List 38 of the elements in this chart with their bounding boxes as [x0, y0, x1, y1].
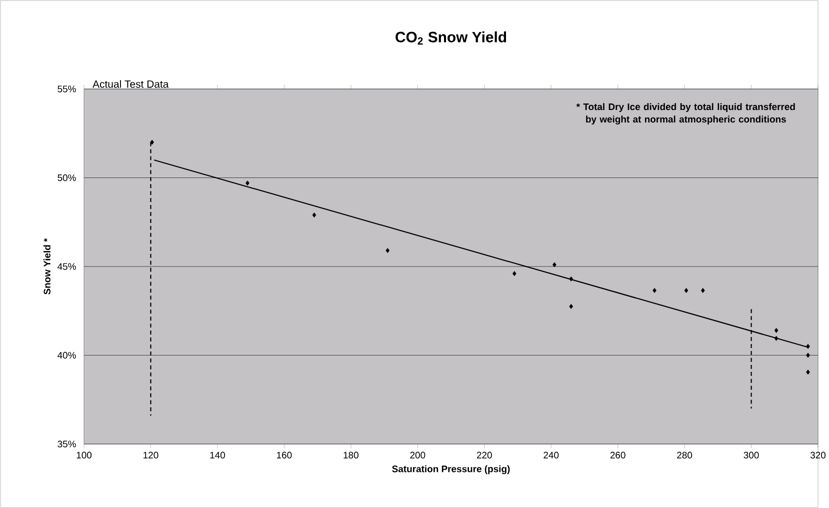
point — [246, 180, 250, 186]
x-tick-label: 160 — [277, 452, 292, 458]
point — [806, 344, 810, 349]
x-tick-label: 260 — [610, 452, 626, 458]
x-axis-title: Saturation Pressure (psig) — [392, 465, 510, 474]
point — [312, 212, 316, 218]
annotation: * Total Dry Ice divided by total liquid transferred by weight at normal atmospheric conditions — [576, 103, 795, 124]
x-tick-label: 280 — [677, 452, 692, 458]
point — [684, 288, 688, 293]
x-tick-label: 120 — [144, 452, 158, 458]
point — [652, 288, 656, 293]
x-tick-label: 200 — [410, 452, 426, 458]
point — [386, 248, 390, 254]
point — [512, 271, 516, 276]
point — [569, 276, 574, 282]
y-tick-label: 55% — [58, 86, 76, 92]
x-tick-label: 180 — [344, 452, 358, 458]
x-tick-label: 220 — [476, 452, 492, 458]
x-tick-label: 240 — [544, 452, 559, 458]
point — [552, 262, 556, 268]
x-tick-label: 100 — [76, 452, 92, 458]
x-tick-label: 300 — [744, 452, 759, 458]
point — [774, 336, 778, 341]
y-tick-label: 35% — [58, 440, 76, 448]
chart-title: CO$_{2}$ Snow Yield — [396, 31, 506, 45]
point — [806, 352, 810, 358]
point — [700, 288, 705, 293]
x-tick-label: 140 — [210, 452, 225, 458]
y-tick-label: 40% — [58, 352, 76, 359]
point — [806, 370, 810, 375]
point — [774, 328, 778, 333]
point — [569, 304, 574, 309]
y-tick-label: 50% — [58, 174, 76, 182]
y-axis-title: Snow Yield * — [43, 238, 50, 294]
y-tick-label: 45% — [58, 263, 76, 270]
x-tick-label: 320 — [810, 452, 826, 458]
text: Actual Test Data — [92, 80, 169, 88]
point — [150, 140, 154, 145]
